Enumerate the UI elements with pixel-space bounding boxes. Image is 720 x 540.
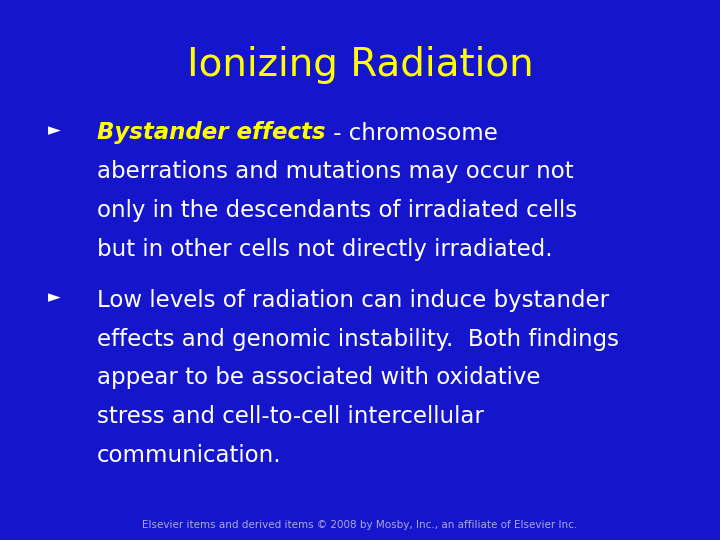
Text: Low levels of radiation can induce bystander: Low levels of radiation can induce bysta… — [97, 289, 609, 312]
Text: aberrations and mutations may occur not: aberrations and mutations may occur not — [97, 160, 574, 184]
Text: effects and genomic instability.  Both findings: effects and genomic instability. Both fi… — [97, 328, 619, 350]
Text: - chromosome: - chromosome — [325, 122, 498, 145]
Text: only in the descendants of irradiated cells: only in the descendants of irradiated ce… — [97, 199, 577, 222]
Text: but in other cells not directly irradiated.: but in other cells not directly irradiat… — [97, 238, 553, 261]
Text: stress and cell-to-cell intercellular: stress and cell-to-cell intercellular — [97, 406, 484, 428]
Text: ►: ► — [48, 289, 60, 307]
Text: Ionizing Radiation: Ionizing Radiation — [186, 46, 534, 84]
Text: Elsevier items and derived items © 2008 by Mosby, Inc., an affiliate of Elsevier: Elsevier items and derived items © 2008 … — [143, 520, 577, 530]
Text: Bystander effects: Bystander effects — [97, 122, 325, 145]
Text: communication.: communication. — [97, 444, 282, 467]
Text: appear to be associated with oxidative: appear to be associated with oxidative — [97, 367, 541, 389]
Text: ►: ► — [48, 122, 60, 139]
